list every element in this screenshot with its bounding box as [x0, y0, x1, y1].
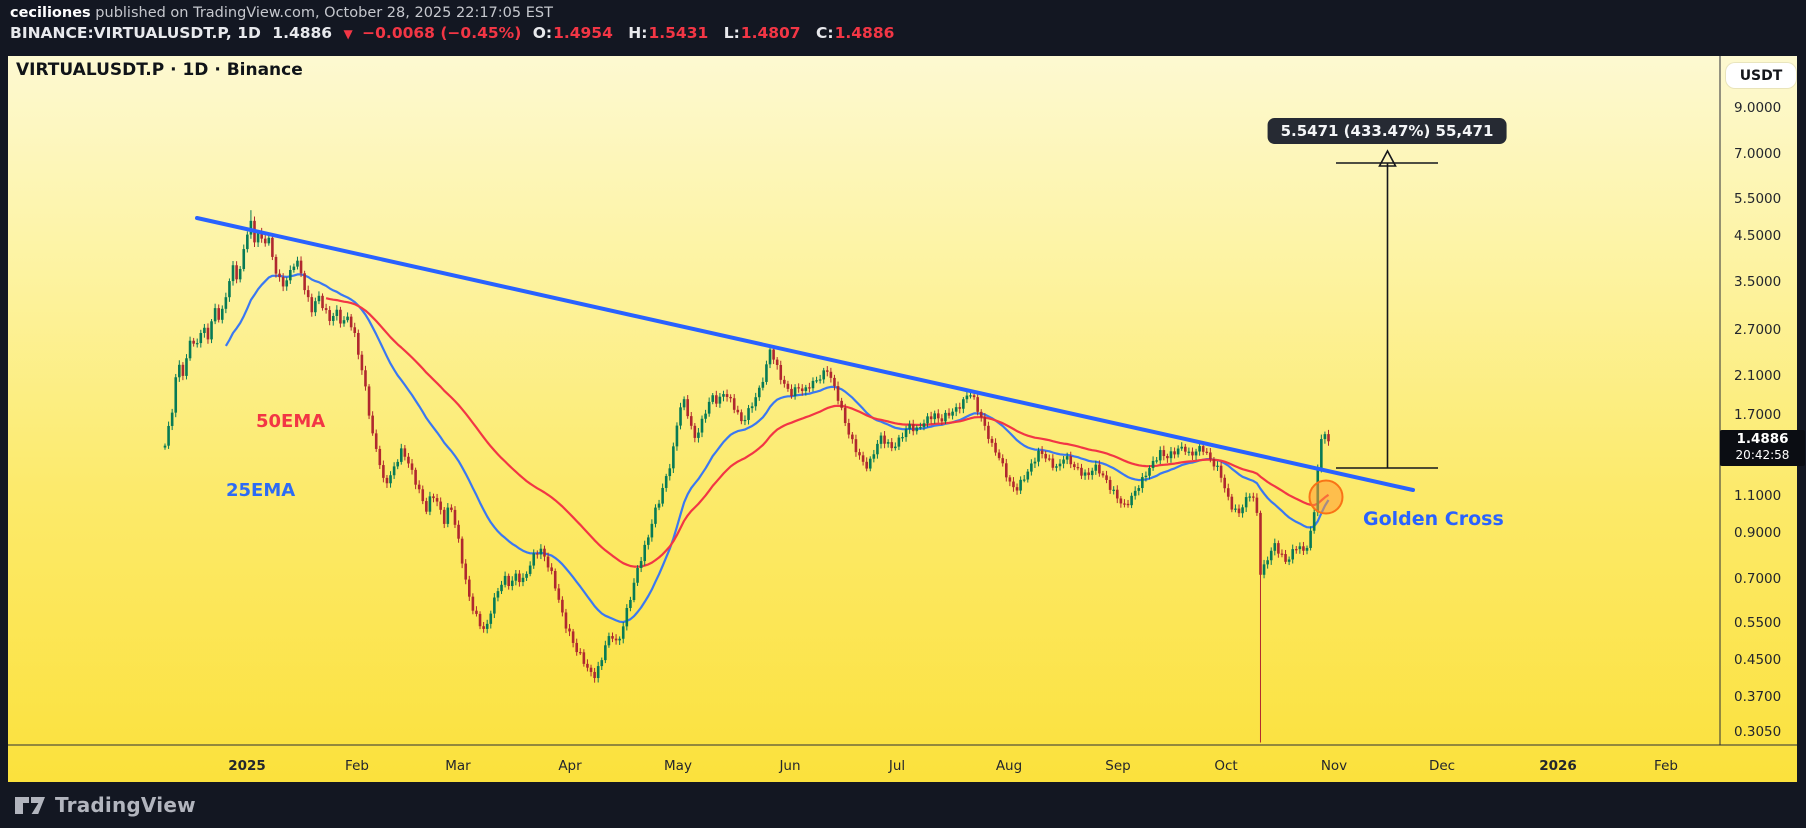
- price-tick: 1.1000: [1734, 487, 1782, 504]
- time-tick: Jul: [888, 758, 906, 774]
- symbol-label: BINANCE:VIRTUALUSDT.P, 1D: [10, 24, 261, 42]
- publish-info: ceciliones published on TradingView.com,…: [10, 5, 553, 21]
- time-tick: Feb: [1654, 758, 1678, 774]
- price-tick: 0.7000: [1734, 570, 1782, 587]
- candlestick-chart-canvas[interactable]: [8, 56, 1797, 782]
- low-label: L:: [723, 24, 740, 42]
- close-value: 1.4886: [834, 24, 895, 42]
- ema-lines: [224, 273, 1330, 624]
- current-price-chip[interactable]: 1.4886 20:42:58: [1720, 430, 1805, 466]
- time-tick: Mar: [445, 758, 471, 774]
- price-tick: 0.3700: [1734, 688, 1782, 705]
- close-label: C:: [816, 24, 834, 42]
- chart-legend-title: VIRTUALUSDT.P · 1D · Binance: [16, 60, 303, 80]
- time-tick: 2025: [228, 758, 266, 774]
- open-label: O:: [532, 24, 553, 42]
- time-tick: Oct: [1214, 758, 1238, 774]
- high-label: H:: [628, 24, 648, 42]
- price-range-measure-drawing: [1336, 149, 1438, 469]
- time-tick: Feb: [345, 758, 369, 774]
- bar-countdown: 20:42:58: [1735, 448, 1790, 462]
- publish-header: ceciliones published on TradingView.com,…: [0, 0, 1806, 48]
- current-price-value: 1.4886: [1736, 431, 1789, 447]
- descending-trendline-drawing: [195, 216, 1415, 492]
- chart-panel[interactable]: VIRTUALUSDT.P · 1D · Binance USDT 9.0000…: [8, 56, 1805, 782]
- symbol-ohlc-row: BINANCE:VIRTUALUSDT.P, 1D 1.4886 ▼ −0.00…: [10, 24, 904, 42]
- golden-cross-circle-drawing: [1308, 479, 1344, 515]
- price-tick: 0.9000: [1734, 524, 1782, 541]
- price-tick: 9.0000: [1734, 100, 1782, 117]
- ema25-line: [224, 273, 1330, 624]
- username: ceciliones: [10, 5, 91, 21]
- candles-series: [163, 210, 1330, 743]
- price-tick: 3.5000: [1734, 274, 1782, 291]
- time-tick: Sep: [1105, 758, 1131, 774]
- publish-text: published on TradingView.com, October 28…: [90, 5, 553, 21]
- open-value: 1.4954: [553, 24, 613, 42]
- time-tick: 2026: [1539, 758, 1577, 774]
- ema50-text-drawing[interactable]: 50EMA: [256, 411, 326, 432]
- time-tick: Jun: [779, 758, 801, 774]
- price-tick: 0.3050: [1734, 724, 1782, 741]
- price-tick: 7.0000: [1734, 146, 1782, 163]
- last-price: 1.4886: [272, 24, 333, 42]
- tradingview-brand-text[interactable]: TradingView: [55, 793, 196, 817]
- time-tick: Dec: [1428, 758, 1456, 774]
- golden-cross-text-drawing[interactable]: Golden Cross: [1363, 508, 1504, 530]
- time-tick: Apr: [558, 758, 582, 774]
- price-range-target-tooltip[interactable]: 5.5471 (433.47%) 55,471: [1267, 118, 1507, 144]
- down-triangle-icon: ▼: [343, 27, 353, 41]
- time-tick: May: [664, 758, 692, 774]
- price-tick: 4.5000: [1734, 227, 1782, 244]
- price-tick: 2.7000: [1734, 322, 1782, 339]
- tradingview-logo-icon[interactable]: [14, 793, 46, 817]
- price-tick: 1.7000: [1734, 407, 1782, 424]
- price-tick: 0.4500: [1734, 652, 1782, 669]
- ema25-text-drawing[interactable]: 25EMA: [226, 480, 296, 501]
- price-tick: 2.1000: [1734, 368, 1782, 385]
- tradingview-footer: TradingView: [0, 782, 1806, 828]
- low-value: 1.4807: [740, 24, 801, 42]
- price-tick: 5.5000: [1734, 190, 1782, 207]
- ema50-line: [325, 297, 1330, 568]
- time-tick: Nov: [1320, 758, 1348, 774]
- time-tick: Aug: [995, 758, 1023, 774]
- price-change: −0.0068 (−0.45%): [362, 24, 522, 42]
- currency-toggle-button[interactable]: USDT: [1726, 63, 1796, 88]
- high-value: 1.5431: [648, 24, 709, 42]
- price-tick: 0.5500: [1734, 615, 1782, 632]
